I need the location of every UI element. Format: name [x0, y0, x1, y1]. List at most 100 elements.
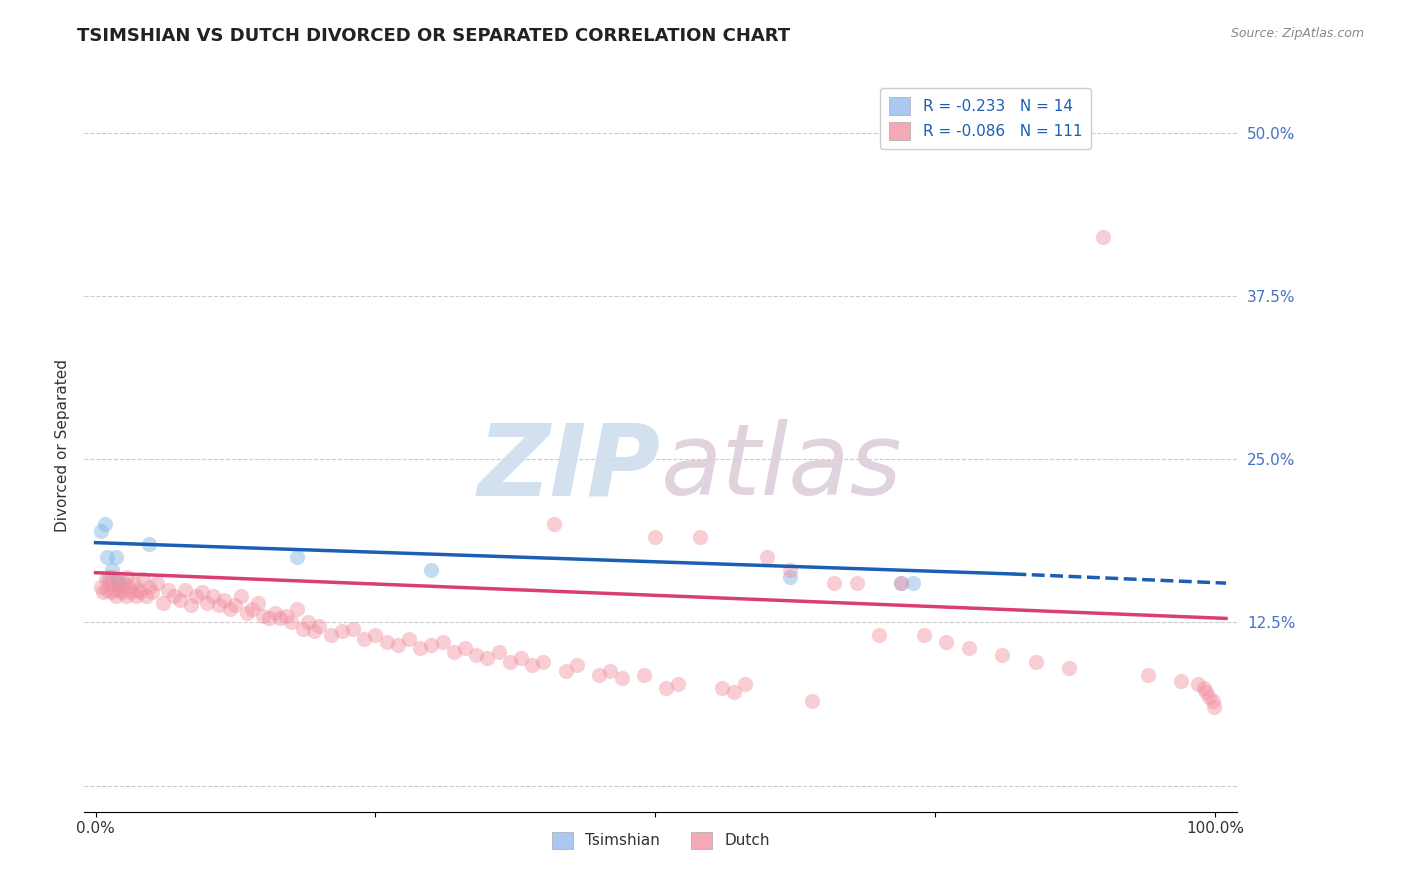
Point — [935, 635, 957, 649]
Point — [229, 589, 252, 603]
Point — [465, 648, 488, 662]
Point — [868, 628, 890, 642]
Point — [90, 580, 112, 594]
Point — [375, 635, 398, 649]
Point — [214, 593, 236, 607]
Point — [146, 576, 169, 591]
Point — [723, 684, 745, 698]
Point — [779, 563, 801, 577]
Point — [588, 667, 610, 681]
Point — [1192, 681, 1215, 695]
Point — [655, 681, 678, 695]
Point — [330, 624, 353, 639]
Point — [319, 628, 342, 642]
Point — [101, 569, 124, 583]
Point — [599, 664, 621, 678]
Point — [93, 517, 115, 532]
Point — [364, 628, 387, 642]
Point — [112, 576, 135, 591]
Point — [114, 589, 136, 603]
Point — [186, 589, 208, 603]
Point — [1091, 230, 1114, 244]
Legend: Tsimshian, Dutch: Tsimshian, Dutch — [546, 825, 776, 855]
Point — [104, 589, 127, 603]
Point — [554, 664, 576, 678]
Point — [499, 655, 522, 669]
Point — [1198, 690, 1220, 704]
Point — [107, 576, 129, 591]
Point — [122, 576, 145, 591]
Point — [610, 672, 633, 686]
Point — [246, 596, 269, 610]
Point — [291, 622, 314, 636]
Point — [96, 582, 118, 597]
Point — [138, 537, 160, 551]
Point — [94, 572, 117, 586]
Point — [1170, 674, 1192, 689]
Point — [104, 549, 127, 564]
Point — [202, 589, 225, 603]
Point — [224, 599, 246, 613]
Point — [111, 585, 134, 599]
Point — [191, 585, 214, 599]
Point — [152, 596, 174, 610]
Y-axis label: Divorced or Separated: Divorced or Separated — [55, 359, 70, 533]
Point — [901, 576, 924, 591]
Text: atlas: atlas — [661, 419, 903, 516]
Point — [890, 576, 912, 591]
Point — [129, 585, 152, 599]
Point — [420, 563, 443, 577]
Point — [1025, 655, 1047, 669]
Point — [779, 569, 801, 583]
Point — [509, 650, 531, 665]
Point — [353, 632, 375, 647]
Point — [302, 624, 325, 639]
Point — [297, 615, 319, 630]
Point — [454, 641, 477, 656]
Point — [138, 580, 160, 594]
Point — [131, 572, 153, 586]
Point — [98, 569, 121, 583]
Point — [957, 641, 980, 656]
Point — [93, 585, 115, 599]
Point — [107, 576, 129, 591]
Point — [280, 615, 302, 630]
Point — [127, 582, 149, 597]
Point — [274, 608, 297, 623]
Point — [125, 589, 148, 603]
Point — [398, 632, 420, 647]
Point — [734, 676, 756, 690]
Point — [100, 585, 122, 599]
Point — [409, 641, 432, 656]
Point — [141, 585, 163, 599]
Point — [845, 576, 868, 591]
Text: TSIMSHIAN VS DUTCH DIVORCED OR SEPARATED CORRELATION CHART: TSIMSHIAN VS DUTCH DIVORCED OR SEPARATED… — [77, 27, 790, 45]
Point — [169, 593, 191, 607]
Point — [633, 667, 655, 681]
Point — [1201, 694, 1223, 708]
Point — [991, 648, 1014, 662]
Point — [644, 530, 666, 544]
Point — [477, 650, 499, 665]
Point — [257, 611, 280, 625]
Point — [689, 530, 711, 544]
Text: ZIP: ZIP — [478, 419, 661, 516]
Text: Source: ZipAtlas.com: Source: ZipAtlas.com — [1230, 27, 1364, 40]
Point — [101, 563, 124, 577]
Point — [1195, 684, 1218, 698]
Point — [197, 596, 219, 610]
Point — [387, 638, 409, 652]
Point — [157, 582, 180, 597]
Point — [180, 599, 202, 613]
Point — [520, 658, 543, 673]
Point — [115, 569, 138, 583]
Point — [120, 585, 142, 599]
Point — [1202, 700, 1225, 714]
Point — [252, 608, 274, 623]
Point — [108, 582, 131, 597]
Point — [488, 645, 510, 659]
Point — [1187, 676, 1209, 690]
Point — [285, 549, 308, 564]
Point — [174, 582, 197, 597]
Point — [263, 606, 285, 620]
